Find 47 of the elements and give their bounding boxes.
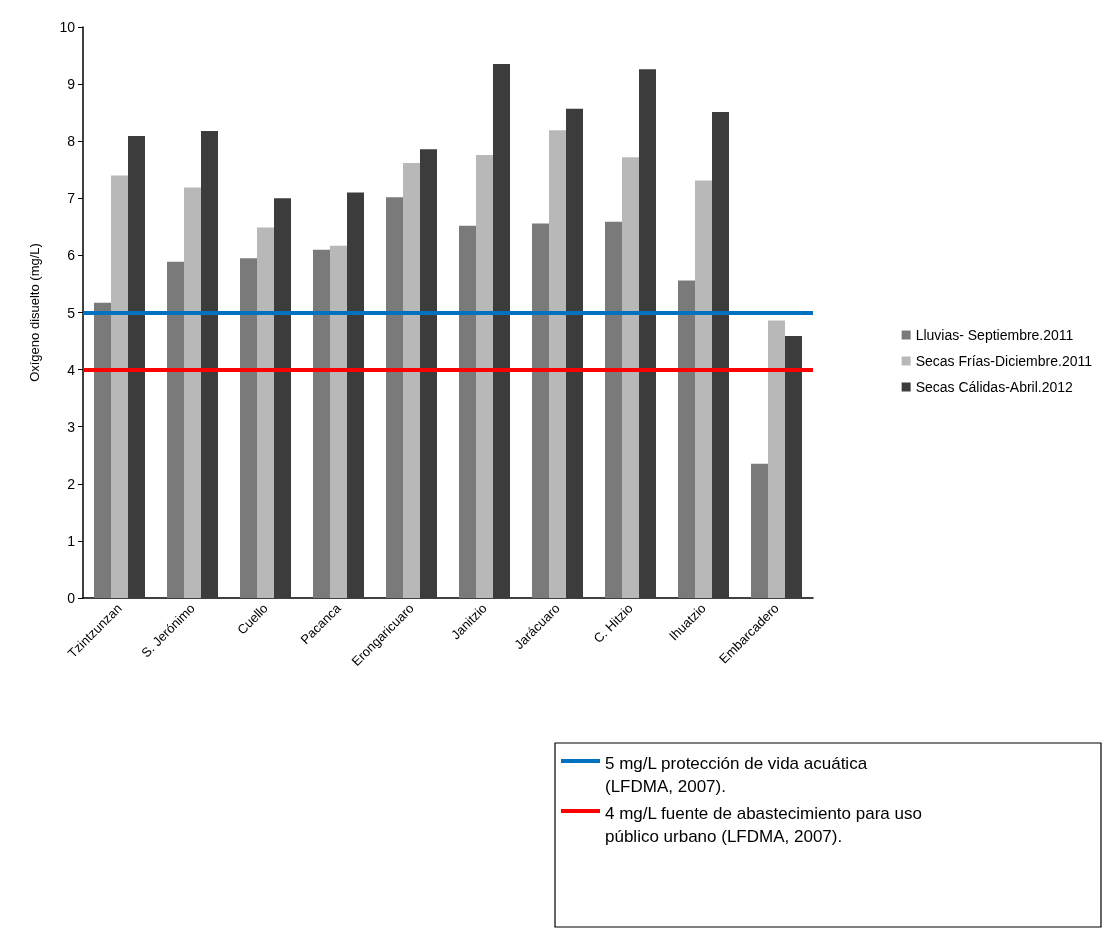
bar xyxy=(347,192,364,598)
y-tick-label: 3 xyxy=(67,418,76,435)
legend-label: Lluvias- Septiembre.2011 xyxy=(915,327,1074,343)
bar xyxy=(386,197,403,598)
bar xyxy=(403,162,420,598)
legend-label: Secas Cálidas-Abril.2012 xyxy=(915,379,1074,395)
bar xyxy=(257,227,274,598)
bar xyxy=(622,157,639,598)
y-tick-label: 7 xyxy=(67,190,76,207)
legend-label: Secas Frías-Diciembre.2011 xyxy=(915,353,1093,369)
bar xyxy=(785,335,802,598)
bar xyxy=(751,463,768,598)
bar xyxy=(201,130,218,598)
bar xyxy=(549,130,566,598)
bar xyxy=(605,221,622,598)
bar xyxy=(768,320,785,598)
bar xyxy=(313,249,330,598)
bar xyxy=(476,154,493,598)
bar xyxy=(639,69,656,598)
y-axis-title: Oxígeno disuelto (mg/L) xyxy=(27,243,42,382)
bar xyxy=(128,136,145,598)
bar xyxy=(493,64,510,598)
bar xyxy=(459,225,476,598)
y-tick-label: 2 xyxy=(67,475,76,492)
y-tick-label: 4 xyxy=(67,361,76,378)
y-tick-label: 6 xyxy=(67,247,76,264)
bar xyxy=(420,149,437,598)
y-tick-label: 1 xyxy=(67,532,76,549)
bar xyxy=(167,261,184,598)
y-tick-label: 0 xyxy=(67,590,76,606)
legend-label: 5 mg/L protección de vida acuática (LFDMA, 2007). xyxy=(605,754,872,796)
bar xyxy=(184,187,201,598)
legend-label: 4 mg/L fuente de abastecimiento para uso público urbano (LFDMA, 2007). xyxy=(605,804,927,846)
bar xyxy=(111,175,128,598)
bar xyxy=(566,108,583,598)
bar xyxy=(695,180,712,598)
bar xyxy=(330,245,347,598)
y-tick-label: 5 xyxy=(67,304,76,321)
bar xyxy=(94,302,111,598)
y-tick-label: 10 xyxy=(59,19,76,35)
y-tick-label: 8 xyxy=(67,133,76,150)
y-tick-label: 9 xyxy=(67,76,76,93)
bar xyxy=(532,223,549,598)
bar xyxy=(712,112,729,598)
bar xyxy=(240,258,257,598)
bar xyxy=(678,280,695,598)
bar xyxy=(274,198,291,598)
